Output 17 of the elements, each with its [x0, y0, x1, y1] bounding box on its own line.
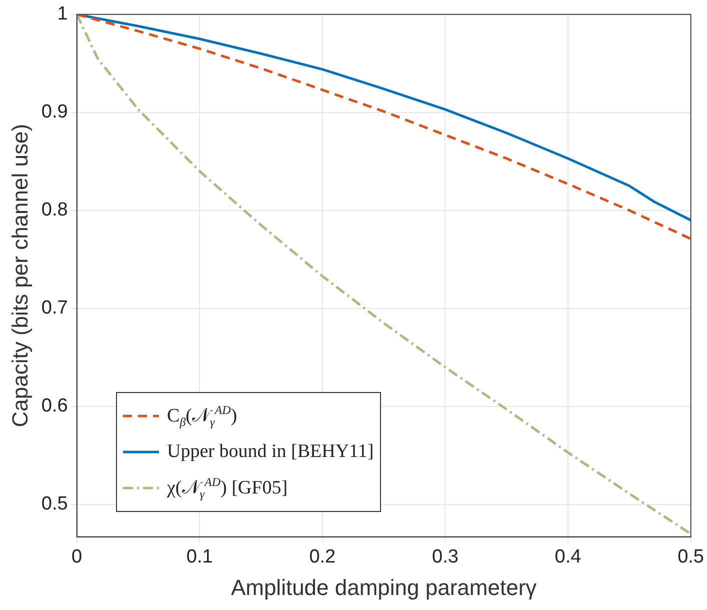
legend-label: C$_{β}$(𝒩$_{γ}$$^{AD}$) [167, 402, 238, 431]
y-tick-label: 0.6 [41, 396, 68, 417]
y-tick-label: 0.5 [41, 494, 68, 515]
y-axis-title: Capacity (bits per channel use) [7, 124, 32, 428]
x-tick-label: 0.3 [432, 546, 458, 568]
legend-label: χ(𝒩$_{γ}$$^{AD}$) [GF05] [167, 474, 288, 503]
x-tick-label: 0.4 [554, 546, 582, 568]
y-tick-label: 0.8 [41, 200, 68, 221]
x-tick-label: 0 [72, 546, 82, 568]
y-tick-label: 0.9 [41, 102, 68, 123]
legend-label: Upper bound in [BEHY11] [167, 440, 374, 464]
x-tick-label: 0.1 [186, 546, 213, 568]
y-tick-label: 0.7 [41, 298, 68, 319]
x-tick-label: 0.2 [309, 546, 336, 568]
x-axis-title: Amplitude damping parameterγ [230, 574, 537, 600]
y-tick-label: 1 [57, 4, 68, 25]
x-tick-label: 0.5 [678, 546, 704, 568]
